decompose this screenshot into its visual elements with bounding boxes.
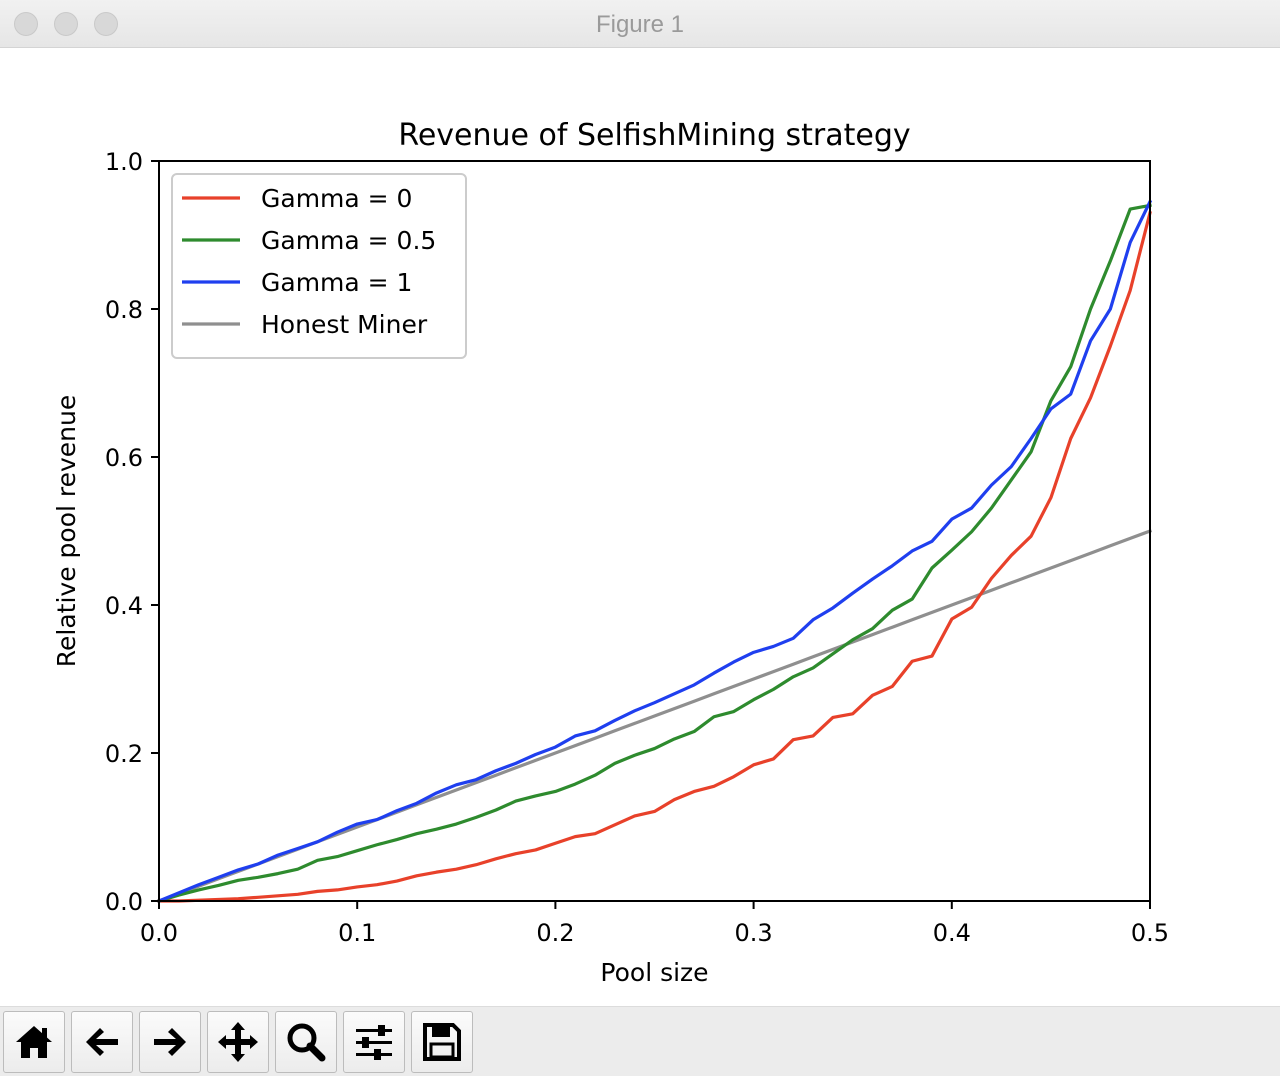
magnifier-icon [287, 1023, 326, 1062]
series-line-gamma-0 [157, 210, 1152, 903]
floppy-disk-icon [423, 1023, 461, 1061]
y-tick-label: 0.2 [105, 740, 143, 768]
x-tick-label: 0.2 [536, 919, 574, 947]
arrow-left-icon [86, 1028, 118, 1056]
title-bar[interactable]: Figure 1 [0, 0, 1280, 48]
configure-subplots-button[interactable] [343, 1011, 405, 1073]
chart-title: Revenue of SelfishMining strategy [398, 118, 910, 153]
save-button[interactable] [411, 1011, 473, 1073]
x-tick-label: 0.3 [735, 919, 773, 947]
maximize-window-button[interactable] [94, 12, 118, 36]
arrow-right-icon [154, 1028, 186, 1056]
close-window-button[interactable] [14, 12, 38, 36]
zoom-button[interactable] [275, 1011, 337, 1073]
y-tick-label: 0.4 [105, 592, 143, 620]
x-tick-label: 0.0 [140, 919, 178, 947]
x-tick-label: 0.4 [933, 919, 971, 947]
y-tick-label: 0.0 [105, 888, 143, 916]
figure-canvas[interactable]: Revenue of SelfishMining strategy Pool s… [0, 48, 1280, 1006]
y-tick-label: 0.6 [105, 444, 143, 472]
x-axis-label: Pool size [600, 958, 708, 987]
y-axis-label: Relative pool revenue [52, 395, 81, 667]
forward-button[interactable] [139, 1011, 201, 1073]
axes-frame [158, 160, 1151, 902]
pan-button[interactable] [207, 1011, 269, 1073]
home-icon [16, 1026, 52, 1058]
y-tick-label: 1.0 [105, 148, 143, 176]
window-title: Figure 1 [595, 11, 685, 38]
series-line-gamma-1 [156, 199, 1153, 904]
back-button[interactable] [71, 1011, 133, 1073]
legend-label: Honest Miner [261, 310, 428, 339]
sliders-icon [356, 1025, 392, 1060]
y-tick-label: 0.8 [105, 296, 143, 324]
legend-label: Gamma = 0.5 [261, 226, 436, 255]
navigation-toolbar [0, 1006, 1280, 1076]
legend-label: Gamma = 1 [261, 268, 412, 297]
home-button[interactable] [3, 1011, 65, 1073]
minimize-window-button[interactable] [54, 12, 78, 36]
x-tick-label: 0.5 [1131, 919, 1169, 947]
x-tick-label: 0.1 [338, 919, 376, 947]
line-chart: Revenue of SelfishMining strategy Pool s… [52, 118, 1169, 987]
move-icon [218, 1022, 258, 1062]
series-line-gamma-0-5 [157, 203, 1152, 903]
legend-label: Gamma = 0 [261, 184, 412, 213]
legend-box [171, 173, 467, 359]
